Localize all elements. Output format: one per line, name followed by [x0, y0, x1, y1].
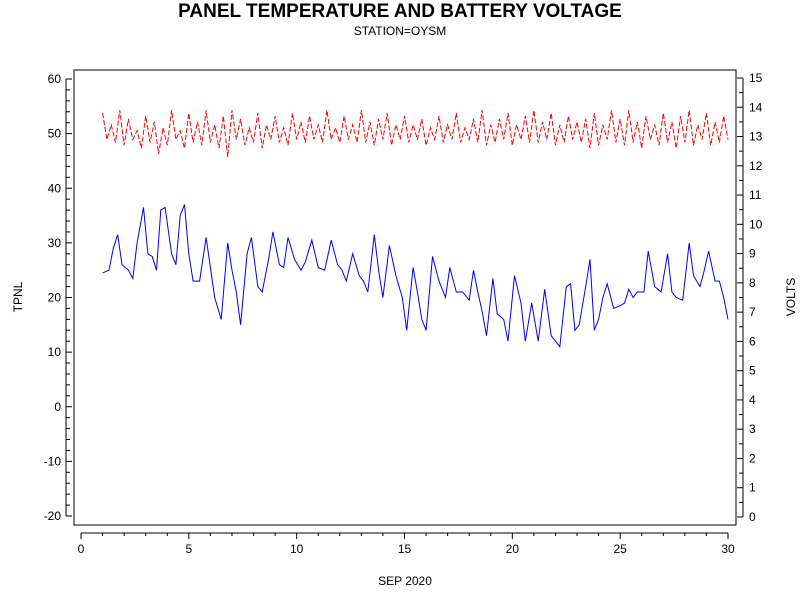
- y-left-tick-label: -10: [44, 454, 62, 468]
- y-left-tick-label: 30: [48, 236, 62, 250]
- y-right-tick-label: 13: [749, 130, 763, 144]
- y-right-tick-label: 2: [749, 451, 756, 465]
- y-right-tick-label: 15: [749, 71, 763, 85]
- x-tick-label: 0: [78, 542, 85, 556]
- y-right-tick-label: 5: [749, 364, 756, 378]
- y-right-tick-label: 9: [749, 247, 756, 261]
- y-left-axis-title: TPNL: [11, 281, 25, 312]
- y-right-tick-label: 11: [749, 188, 762, 202]
- x-axis-title: SEP 2020: [378, 574, 432, 588]
- temperature-series-line: [102, 204, 729, 348]
- y-right-tick-label: 0: [749, 510, 756, 524]
- chart-title: PANEL TEMPERATURE AND BATTERY VOLTAGE: [178, 1, 622, 22]
- chart-subtitle: STATION=OYSM: [353, 24, 447, 38]
- y-left-tick-label: 40: [48, 181, 62, 195]
- y-right-tick-label: 1: [749, 481, 756, 495]
- y-right-tick-label: 7: [749, 305, 756, 319]
- series-layer: [102, 110, 729, 348]
- axes-layer: 0 5 10 15 20 25 30-20-100102030405060012345678…: [44, 71, 763, 556]
- y-left-tick-label: 60: [48, 72, 62, 86]
- y-right-tick-label: 4: [749, 393, 756, 407]
- voltage-series-line: [102, 110, 729, 158]
- x-tick-label: 25: [613, 542, 627, 556]
- y-left-tick-label: 10: [48, 345, 62, 359]
- x-tick-label: 15: [398, 542, 412, 556]
- plot-frame: [73, 69, 737, 526]
- y-right-tick-label: 6: [749, 334, 756, 348]
- y-right-tick-label: 8: [749, 276, 756, 290]
- y-right-tick-label: 14: [749, 100, 763, 114]
- y-right-tick-label: 10: [749, 217, 763, 231]
- x-tick-label: 10: [290, 542, 304, 556]
- y-left-tick-label: 0: [54, 400, 61, 414]
- x-tick-label: 5: [185, 542, 192, 556]
- x-tick-label: 30: [721, 542, 735, 556]
- y-left-tick-label: 20: [48, 291, 62, 305]
- x-tick-label: 20: [506, 542, 520, 556]
- y-left-tick-label: 50: [48, 127, 62, 141]
- y-right-axis-title: VOLTS: [784, 278, 798, 316]
- y-right-tick-label: 3: [749, 422, 756, 436]
- y-right-tick-label: 12: [749, 159, 763, 173]
- y-left-tick-label: -20: [44, 509, 62, 523]
